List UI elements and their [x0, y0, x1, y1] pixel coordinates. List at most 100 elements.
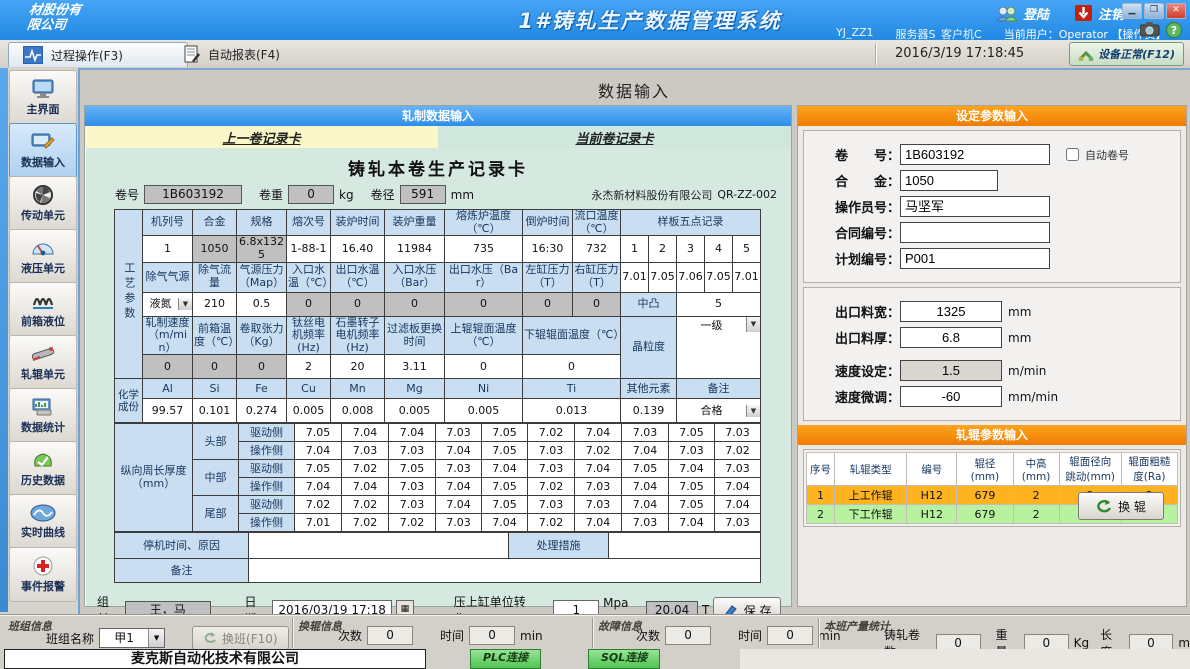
thickness-cell[interactable]: 7.04	[668, 459, 715, 479]
value-cell[interactable]: 735	[444, 235, 523, 263]
thickness-cell[interactable]: 7.04	[621, 477, 669, 497]
sample-value-cell[interactable]: 7.05	[648, 261, 677, 293]
thickness-cell[interactable]: 7.05	[621, 459, 669, 479]
thickness-cell[interactable]: 7.02	[388, 513, 436, 533]
thickness-cell[interactable]: 7.05	[668, 477, 715, 497]
sample-value-cell[interactable]: 7.05	[704, 261, 733, 293]
thickness-cell[interactable]: 7.04	[294, 441, 342, 461]
thickness-cell[interactable]: 7.05	[668, 495, 715, 515]
thickness-cell[interactable]: 7.03	[527, 459, 575, 479]
thickness-cell[interactable]: 7.03	[621, 423, 669, 443]
sql-connection-button[interactable]: SQL连接	[588, 649, 661, 669]
thickness-cell[interactable]: 7.05	[481, 495, 528, 515]
thickness-cell[interactable]: 7.03	[527, 495, 575, 515]
thickness-cell[interactable]: 7.02	[714, 441, 761, 461]
sidebar-item-data-entry[interactable]: 数据输入	[9, 123, 77, 178]
thickness-cell[interactable]: 7.02	[527, 423, 575, 443]
notes-input[interactable]	[248, 558, 761, 584]
thickness-cell[interactable]: 7.02	[341, 495, 389, 515]
plan-input[interactable]	[900, 248, 1050, 269]
thickness-cell[interactable]: 7.03	[388, 441, 436, 461]
value-cell[interactable]: 0	[444, 354, 523, 380]
thickness-cell[interactable]: 7.05	[294, 423, 342, 443]
thickness-cell[interactable]: 7.04	[714, 495, 761, 515]
plc-connection-button[interactable]: PLC连接	[470, 649, 542, 669]
thickness-cell[interactable]: 7.03	[388, 477, 436, 497]
sidebar-item-event-alarm[interactable]: 事件报警	[9, 547, 77, 602]
thickness-cell[interactable]: 7.05	[481, 477, 528, 497]
thickness-cell[interactable]: 7.04	[341, 477, 389, 497]
tab-previous-coil-card[interactable]: 上一卷记录卡	[85, 126, 438, 148]
thickness-cell[interactable]: 7.04	[714, 477, 761, 497]
thickness-cell[interactable]: 7.04	[574, 423, 622, 443]
thickness-cell[interactable]: 7.03	[714, 459, 761, 479]
value-cell[interactable]: 1-88-1	[286, 235, 331, 263]
value-cell[interactable]: 0.005	[286, 398, 331, 424]
thickness-cell[interactable]: 7.03	[435, 423, 482, 443]
value-cell[interactable]: 0.013	[522, 398, 621, 424]
shift-change-button[interactable]: 换班(F10)	[192, 626, 289, 650]
thickness-cell[interactable]: 7.04	[435, 477, 482, 497]
thickness-cell[interactable]: 7.03	[574, 495, 622, 515]
thickness-cell[interactable]: 7.03	[714, 513, 761, 533]
chevron-down-icon[interactable]: ▼	[148, 629, 165, 647]
sample-value-cell[interactable]: 7.01	[620, 261, 649, 293]
operator-input[interactable]	[900, 196, 1050, 217]
sidebar-item-hydraulic-unit[interactable]: 液压单元	[9, 229, 77, 284]
thickness-cell[interactable]: 7.04	[621, 495, 669, 515]
minimize-button[interactable]: ▁	[1122, 3, 1142, 19]
thickness-cell[interactable]: 7.01	[294, 513, 342, 533]
thickness-cell[interactable]: 7.02	[527, 477, 575, 497]
sidebar-item-headbox-level[interactable]: 前箱液位	[9, 282, 77, 337]
speed-trim-input[interactable]	[900, 386, 1002, 407]
thickness-cell[interactable]: 7.03	[574, 477, 622, 497]
thickness-cell[interactable]: 7.05	[294, 459, 342, 479]
help-icon[interactable]: ?	[1166, 22, 1182, 38]
camera-icon[interactable]	[1140, 22, 1160, 37]
logout-button[interactable]: 注销	[1074, 4, 1124, 23]
thickness-cell[interactable]: 7.04	[481, 459, 528, 479]
thickness-cell[interactable]: 7.03	[388, 495, 436, 515]
alloy-input[interactable]	[900, 170, 998, 191]
crown-value[interactable]: 5	[676, 291, 761, 317]
chevron-down-icon[interactable]: ▼	[746, 317, 760, 333]
quality-combo[interactable]: 合格 ▼	[676, 398, 761, 424]
login-button[interactable]: 登陆	[995, 4, 1049, 23]
sidebar-item-drive-unit[interactable]: 传动单元	[9, 176, 77, 231]
degas-source-combo[interactable]: 液氮 ▼	[142, 291, 193, 317]
thickness-cell[interactable]: 7.05	[481, 441, 528, 461]
grain-combo[interactable]: 一级 ▼	[676, 315, 761, 380]
value-cell[interactable]: 0	[522, 354, 621, 380]
thickness-cell[interactable]: 7.03	[527, 441, 575, 461]
sidebar-item-data-stats[interactable]: 数据统计	[9, 388, 77, 443]
value-cell[interactable]: 0.008	[330, 398, 385, 424]
roll-change-button[interactable]: 换 辊	[1078, 492, 1164, 520]
thickness-cell[interactable]: 7.04	[621, 441, 669, 461]
value-cell[interactable]: 2	[286, 354, 331, 380]
thickness-cell[interactable]: 7.02	[574, 441, 622, 461]
thickness-cell[interactable]: 7.02	[341, 513, 389, 533]
thickness-cell[interactable]: 7.03	[435, 513, 482, 533]
sidebar-item-realtime-curve[interactable]: 实时曲线	[9, 494, 77, 549]
device-status-button[interactable]: 设备正常(F12)	[1069, 42, 1184, 66]
thickness-cell[interactable]: 7.03	[341, 441, 389, 461]
sample-value-cell[interactable]: 7.06	[676, 261, 705, 293]
thickness-cell[interactable]: 7.04	[435, 495, 482, 515]
value-cell[interactable]: 0.139	[620, 398, 677, 424]
value-cell[interactable]: 16.40	[330, 235, 385, 263]
thickness-cell[interactable]: 7.03	[668, 441, 715, 461]
value-cell[interactable]: 0.274	[236, 398, 287, 424]
thickness-cell[interactable]: 7.02	[294, 495, 342, 515]
value-cell[interactable]: 0.005	[384, 398, 445, 424]
thickness-cell[interactable]: 7.04	[668, 513, 715, 533]
value-cell[interactable]: 732	[572, 235, 621, 263]
tab-current-coil-card[interactable]: 当前卷记录卡	[438, 126, 791, 148]
chevron-down-icon[interactable]: ▼	[746, 404, 760, 418]
thickness-cell[interactable]: 7.03	[435, 459, 482, 479]
auto-coil-checkbox[interactable]	[1066, 148, 1079, 161]
thickness-cell[interactable]: 7.04	[388, 423, 436, 443]
measures-input[interactable]	[608, 532, 761, 560]
thickness-cell[interactable]: 7.05	[481, 423, 528, 443]
sidebar-item-history-data[interactable]: 历史数据	[9, 441, 77, 496]
value-cell[interactable]: 210	[192, 291, 237, 317]
